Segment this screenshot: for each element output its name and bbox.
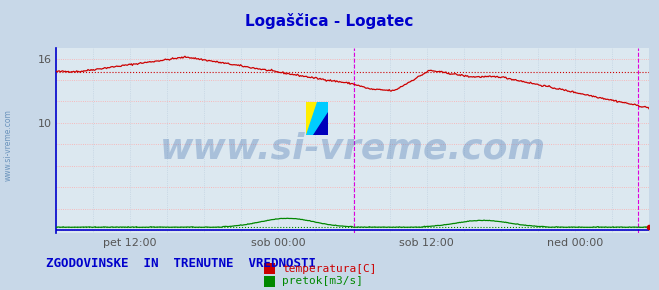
Polygon shape: [306, 102, 317, 135]
Polygon shape: [313, 111, 328, 135]
Text: pretok[m3/s]: pretok[m3/s]: [282, 276, 363, 286]
Text: temperatura[C]: temperatura[C]: [282, 264, 376, 273]
Text: www.si-vreme.com: www.si-vreme.com: [3, 109, 13, 181]
Text: www.si-vreme.com: www.si-vreme.com: [159, 131, 546, 165]
Text: ZGODOVINSKE  IN  TRENUTNE  VREDNOSTI: ZGODOVINSKE IN TRENUTNE VREDNOSTI: [46, 257, 316, 270]
Text: Logaščica - Logatec: Logaščica - Logatec: [245, 13, 414, 29]
Polygon shape: [306, 102, 328, 135]
